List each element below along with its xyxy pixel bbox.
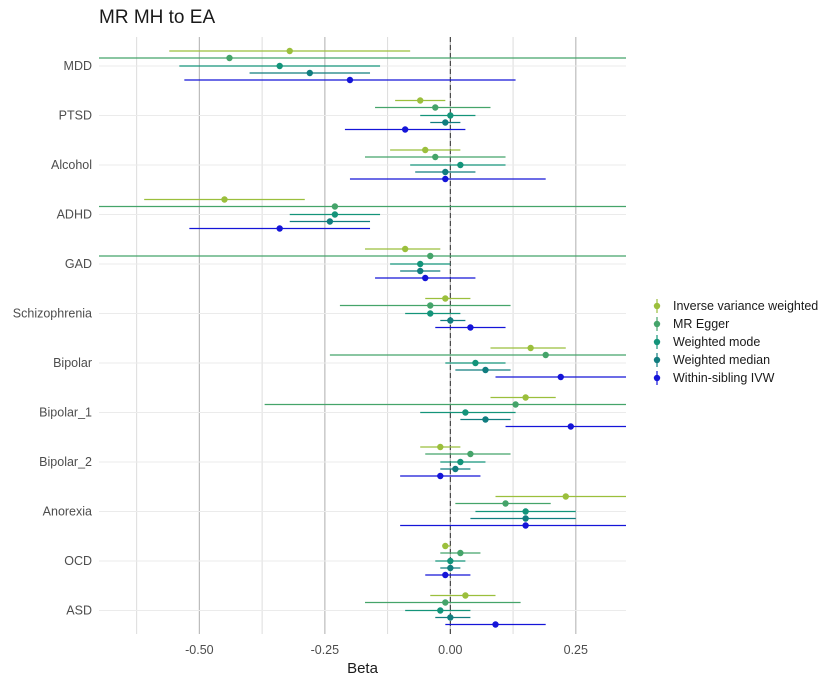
- point-estimate: [331, 211, 339, 218]
- category-label: OCD: [64, 554, 92, 568]
- point-estimate: [472, 359, 479, 367]
- point-estimate: [522, 508, 529, 515]
- x-tick-label: -0.50: [185, 643, 214, 657]
- point-estimate: [276, 62, 283, 70]
- point-estimate: [437, 443, 444, 451]
- point-estimate: [502, 500, 509, 507]
- legend-label: Inverse variance weighted: [673, 299, 819, 313]
- point-estimate: [447, 317, 454, 324]
- point-estimate: [422, 274, 429, 282]
- point-estimate: [346, 76, 354, 84]
- legend-item: Inverse variance weighted: [650, 297, 818, 315]
- point-estimate: [492, 621, 499, 628]
- legend-label: Weighted mode: [673, 335, 761, 349]
- point-estimate: [442, 571, 449, 579]
- point-estimate: [562, 493, 569, 500]
- chart-title: MR MH to EA: [99, 7, 216, 28]
- x-tick-label: -0.25: [311, 643, 340, 657]
- point-estimate: [417, 97, 424, 104]
- point-estimate: [427, 252, 434, 260]
- x-tick-label: 0.25: [564, 643, 588, 657]
- point-estimate: [226, 54, 233, 62]
- point-estimate: [401, 245, 409, 253]
- category-label: Schizophrenia: [13, 307, 92, 321]
- legend-label: Within-sibling IVW: [673, 371, 775, 385]
- point-estimate: [557, 373, 564, 381]
- category-label: Bipolar: [53, 356, 92, 370]
- point-estimate: [447, 557, 454, 565]
- category-label: GAD: [65, 257, 92, 271]
- y-tick-labels: MDD PTSD Alcohol ADHD GAD Schizophrenia Bipola…: [13, 59, 92, 618]
- legend-item: MR Egger: [650, 315, 818, 333]
- legend-item: Weighted median: [650, 351, 818, 369]
- point-estimate: [542, 351, 549, 359]
- point-estimate: [437, 472, 444, 480]
- point-estimate: [432, 104, 439, 111]
- point-estimate: [567, 423, 574, 430]
- point-estimate: [286, 47, 293, 55]
- point-estimate: [417, 260, 424, 268]
- point-estimate: [276, 225, 283, 232]
- point-estimate: [437, 607, 444, 614]
- point-estimate: [442, 599, 449, 606]
- legend-label: Weighted median: [673, 353, 771, 367]
- point-estimate: [452, 465, 459, 473]
- point-estimate: [512, 401, 519, 408]
- category-label: PTSD: [59, 109, 92, 123]
- point-estimate: [482, 416, 489, 423]
- point-estimate: [462, 592, 469, 599]
- x-axis-title: Beta: [347, 660, 379, 677]
- point-estimate: [457, 161, 464, 169]
- point-estimate: [442, 175, 449, 183]
- category-label: Bipolar_2: [39, 455, 92, 469]
- category-label: Bipolar_1: [39, 406, 92, 420]
- point-estimate: [417, 267, 424, 275]
- x-tick-label: 0.00: [438, 643, 462, 657]
- point-estimate: [447, 564, 454, 572]
- category-label: ADHD: [57, 208, 92, 222]
- point-estimate: [522, 394, 529, 401]
- point-estimate: [331, 203, 339, 210]
- legend-item: Within-sibling IVW: [650, 369, 818, 387]
- category-label: Alcohol: [51, 158, 92, 172]
- category-label: MDD: [64, 59, 92, 73]
- point-estimate: [432, 153, 439, 161]
- point-estimate: [401, 126, 409, 133]
- legend-key-icon: [653, 335, 661, 349]
- point-estimate: [442, 168, 449, 176]
- point-estimate: [457, 458, 464, 466]
- legend-key-icon: [653, 353, 661, 367]
- point-estimate: [422, 146, 429, 154]
- point-estimate: [427, 302, 434, 309]
- point-estimate: [442, 119, 449, 126]
- point-estimate: [467, 324, 474, 331]
- category-label: Anorexia: [43, 505, 92, 519]
- point-estimate: [447, 614, 454, 621]
- legend: Inverse variance weighted MR Egger Weighte…: [650, 297, 818, 387]
- grid-lines: [99, 37, 626, 634]
- point-estimate: [462, 409, 469, 416]
- point-estimate: [442, 295, 449, 302]
- point-estimate: [467, 450, 474, 458]
- point-estimate: [221, 196, 228, 203]
- x-tick-labels: -0.50 -0.25 0.00 0.25: [185, 643, 588, 657]
- legend-label: MR Egger: [673, 317, 730, 331]
- data-marks: [99, 47, 626, 628]
- legend-item: Weighted mode: [650, 333, 818, 351]
- point-estimate: [522, 522, 529, 529]
- point-estimate: [447, 112, 454, 119]
- point-estimate: [427, 310, 434, 317]
- point-estimate: [442, 542, 449, 550]
- point-estimate: [457, 549, 464, 557]
- legend-key-icon: [653, 317, 661, 331]
- point-estimate: [326, 218, 334, 225]
- point-estimate: [522, 515, 529, 522]
- point-estimate: [482, 366, 489, 374]
- point-estimate: [306, 69, 313, 77]
- category-label: ASD: [66, 604, 92, 618]
- legend-key-icon: [653, 299, 661, 313]
- point-estimate: [527, 344, 534, 352]
- legend-key-icon: [653, 371, 661, 385]
